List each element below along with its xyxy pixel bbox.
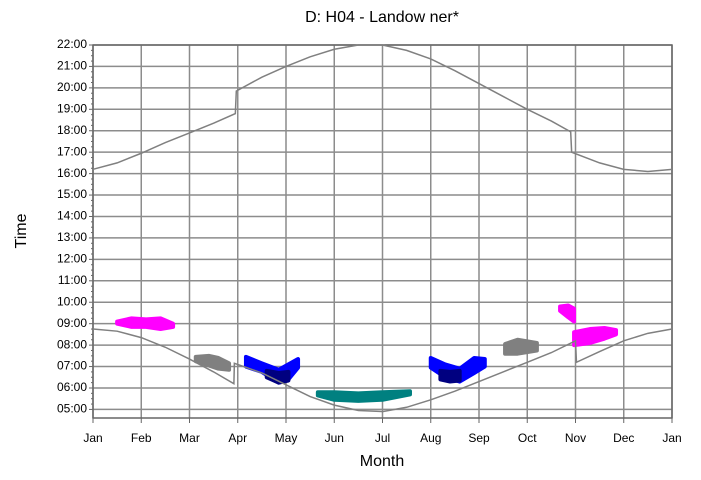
x-tick-label: Apr bbox=[228, 431, 247, 445]
y-tick-label: 16:00 bbox=[57, 166, 87, 180]
x-tick-label: Aug bbox=[420, 431, 441, 445]
x-tick-label: Nov bbox=[565, 431, 586, 445]
y-tick-label: 11:00 bbox=[58, 273, 87, 287]
y-tick-label: 08:00 bbox=[57, 337, 87, 351]
y-tick-label: 13:00 bbox=[57, 230, 87, 244]
shadow-area bbox=[558, 303, 577, 324]
x-tick-label: Mar bbox=[179, 431, 200, 445]
y-tick-label: 15:00 bbox=[57, 187, 87, 201]
shadow-area bbox=[315, 389, 413, 403]
y-tick-label: 17:00 bbox=[57, 144, 87, 158]
x-tick-label: Dec bbox=[613, 431, 634, 445]
y-tick-label: 05:00 bbox=[57, 402, 87, 416]
x-tick-label: Sep bbox=[468, 431, 490, 445]
y-tick-label: 18:00 bbox=[57, 123, 87, 137]
y-tick-label: 09:00 bbox=[57, 316, 87, 330]
line bbox=[92, 328, 673, 413]
x-tick-label: Jun bbox=[325, 431, 344, 445]
y-tick-label: 12:00 bbox=[57, 252, 87, 266]
shadow-area bbox=[503, 337, 539, 356]
shadow-area bbox=[193, 353, 232, 372]
shadow-area bbox=[264, 368, 291, 385]
chart-title: D: H04 - Landow ner* bbox=[305, 9, 459, 26]
y-tick-label: 19:00 bbox=[57, 101, 87, 115]
shadow-area bbox=[115, 316, 176, 332]
y-tick-label: 07:00 bbox=[57, 359, 87, 373]
x-tick-label: Oct bbox=[518, 431, 537, 445]
x-tick-label: Jan bbox=[662, 431, 681, 445]
shadow-area bbox=[572, 325, 619, 348]
y-tick-label: 22:00 bbox=[57, 37, 87, 51]
x-tick-label: May bbox=[275, 431, 298, 445]
y-axis-label: Time bbox=[13, 213, 30, 248]
x-tick-label: Feb bbox=[131, 431, 152, 445]
x-tick-label: Jan bbox=[83, 431, 102, 445]
x-axis-label: Month bbox=[360, 453, 404, 470]
y-tick-label: 10:00 bbox=[57, 294, 87, 308]
y-tick-label: 14:00 bbox=[57, 209, 87, 223]
y-tick-label: 06:00 bbox=[57, 380, 87, 394]
x-tick-label: Jul bbox=[375, 431, 390, 445]
shadow-area bbox=[438, 368, 462, 384]
y-tick-label: 20:00 bbox=[57, 80, 87, 94]
y-tick-label: 21:00 bbox=[57, 59, 87, 73]
line bbox=[92, 44, 673, 173]
